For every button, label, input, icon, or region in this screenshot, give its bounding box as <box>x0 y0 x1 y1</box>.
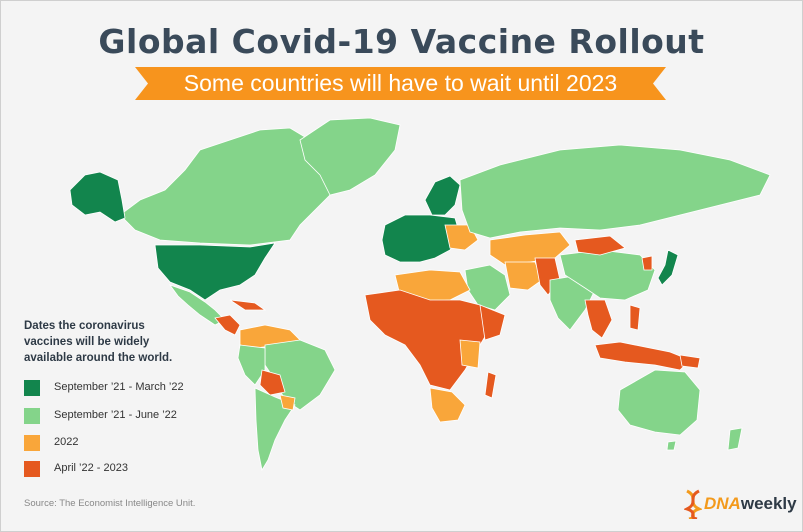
legend-swatch <box>24 408 40 424</box>
legend-item-sept21-jun22: September ’21 - June ’22 <box>24 408 224 424</box>
region-alaska <box>69 171 126 223</box>
subtitle-banner: Some countries will have to wait until 2… <box>135 67 666 100</box>
legend-item-apr22-2023: April ’22 - 2023 <box>24 461 224 477</box>
legend-swatch <box>24 380 40 396</box>
region-australia <box>617 369 701 436</box>
region-japan <box>657 249 679 286</box>
legend-label: April ’22 - 2023 <box>54 462 128 474</box>
legend-label: September ’21 - June ’22 <box>54 409 177 421</box>
region-new-zealand <box>727 427 743 451</box>
subtitle-text: Some countries will have to wait until 2… <box>183 70 618 96</box>
region-mongolia <box>574 235 626 256</box>
region-east-africa <box>459 339 481 369</box>
region-png <box>679 354 701 369</box>
region-iran <box>504 261 543 291</box>
brand-prefix: DNA <box>704 494 741 513</box>
region-west-central-africa <box>364 289 496 391</box>
region-central-asia <box>489 231 571 266</box>
region-china <box>559 249 656 301</box>
region-indonesia <box>594 341 691 371</box>
legend-item-2022: 2022 <box>24 435 224 451</box>
legend-title: Dates the coronavirus vaccines will be w… <box>24 320 173 364</box>
legend-label: September ’21 - March ’22 <box>54 381 184 393</box>
legend-item-sept21-mar22: September ’21 - March ’22 <box>24 380 224 396</box>
region-paraguay <box>279 394 296 411</box>
legend-swatch <box>24 435 40 451</box>
region-southeast-asia <box>584 299 613 339</box>
region-horn-of-africa <box>479 304 506 341</box>
region-central-america <box>214 314 241 336</box>
legend-swatch <box>24 461 40 477</box>
region-peru-ecuador <box>237 344 266 386</box>
brand-logo: DNAweekly <box>684 489 797 519</box>
legend-label: 2022 <box>54 436 79 448</box>
dna-helix-icon <box>684 489 702 519</box>
region-caribbean <box>229 299 267 311</box>
region-scandinavia <box>424 175 461 216</box>
banner-ribbon-shape <box>135 67 666 100</box>
brand-wordmark: DNAweekly <box>704 494 797 514</box>
region-western-europe <box>381 214 461 263</box>
source-note: Source: The Economist Intelligence Unit. <box>24 498 196 509</box>
region-greenland <box>299 117 401 196</box>
region-middle-east <box>464 264 511 311</box>
region-usa <box>154 242 276 301</box>
brand-suffix: weekly <box>740 494 797 513</box>
region-tasmania <box>666 440 677 451</box>
legend: Dates the coronavirus vaccines will be w… <box>24 318 224 477</box>
region-southern-africa <box>429 387 466 423</box>
region-russia <box>459 144 771 239</box>
region-madagascar <box>484 371 497 399</box>
page-title: Global Covid-19 Vaccine Rollout <box>98 22 705 61</box>
region-bolivia <box>259 369 286 396</box>
region-north-korea <box>641 255 653 271</box>
region-philippines <box>629 304 641 331</box>
